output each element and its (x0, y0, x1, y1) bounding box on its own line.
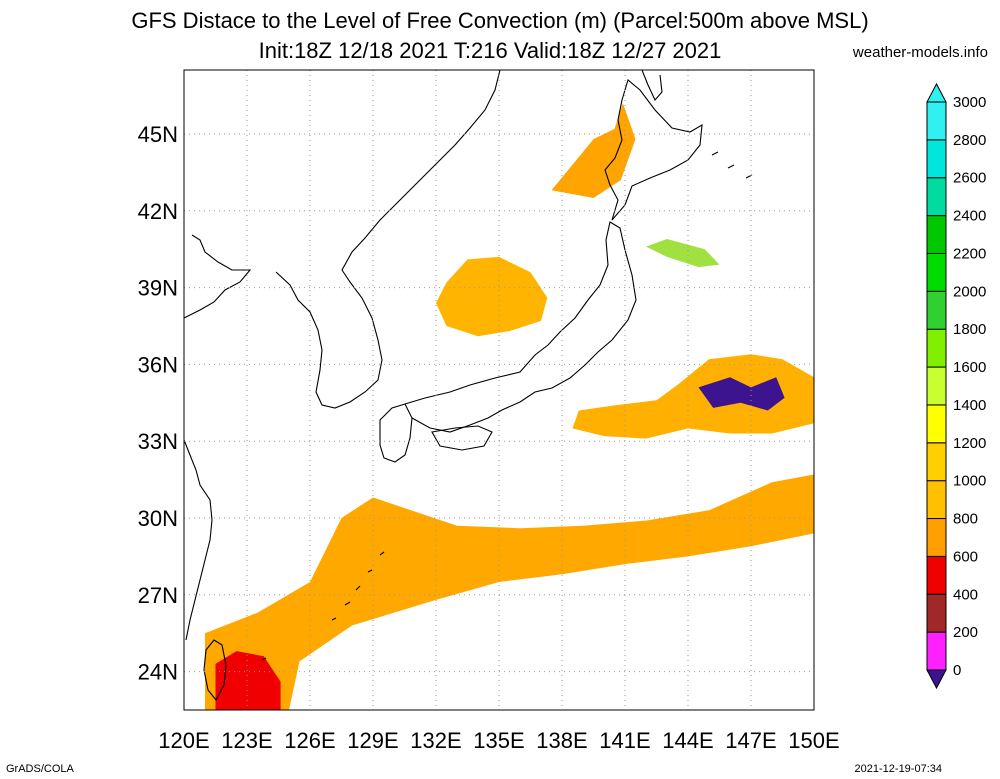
colorbar: 0 200 400 600 800 1000 1200 1400 1600 1800 2000 220… (926, 82, 986, 690)
colorbar-segment (926, 518, 947, 557)
china-coast (184, 439, 213, 641)
site-name: weather-models.info (852, 44, 988, 61)
latitude-labels: 24N 27N 30N 33N 36N 39N 42N 45N (138, 122, 178, 685)
footer-timestamp: 2021-12-19-07:34 (854, 763, 942, 775)
lat-tick-label: 24N (138, 660, 178, 685)
colorbar-segment (926, 252, 947, 292)
colorbar-segment (926, 442, 947, 482)
lon-tick-label: 135E (473, 728, 524, 753)
gridlines (184, 70, 814, 710)
ryukyu-islands (261, 551, 385, 661)
lat-tick-label: 36N (138, 352, 178, 377)
lon-tick-label: 120E (158, 728, 209, 753)
colorbar-high-arrow (926, 82, 947, 103)
colorbar-low-arrow (926, 669, 947, 690)
lat-tick-label: 33N (138, 429, 178, 454)
field-layer (205, 103, 814, 710)
colorbar-label: 2800 (953, 132, 986, 149)
green-patch (646, 239, 720, 268)
lon-tick-label: 150E (788, 728, 839, 753)
shikoku-coast (431, 425, 493, 451)
colorbar-segment (926, 290, 947, 330)
kyushu-coast (379, 403, 413, 463)
colorbar-label: 1200 (953, 435, 986, 452)
colorbar-segment (926, 404, 947, 444)
colorbar-label: 2600 (953, 170, 986, 187)
south-band-orange (205, 474, 814, 710)
lon-tick-label: 129E (347, 728, 398, 753)
colorbar-segment (926, 215, 947, 254)
colorbar-label: 400 (953, 586, 978, 603)
lon-tick-label: 132E (410, 728, 461, 753)
colorbar-label: 0 (953, 662, 961, 679)
plot-frame (183, 69, 815, 711)
pacific-low-purple (698, 377, 785, 411)
lat-tick-label: 42N (138, 199, 178, 224)
colorbar-segment (926, 480, 947, 520)
colorbar-label: 1600 (953, 359, 986, 376)
korea-japan-sea-orange (436, 256, 548, 337)
longitude-labels: 120E 123E 126E 129E 132E 135E 138E 141E 144E 147E… (158, 728, 839, 753)
east-pacific-orange (572, 354, 814, 439)
korea-coast (275, 204, 396, 409)
lat-tick-label: 30N (138, 506, 178, 531)
colorbar-label: 3000 (953, 94, 986, 111)
colorbar-label: 1000 (953, 473, 986, 490)
russia-coast (394, 70, 501, 206)
lon-tick-label: 123E (221, 728, 272, 753)
chart-title: GFS Distace to the Level of Free Convect… (131, 8, 869, 33)
colorbar-segment (926, 366, 947, 406)
lat-tick-label: 27N (138, 583, 178, 608)
colorbar-label: 1400 (953, 397, 986, 414)
colorbar-label: 800 (953, 511, 978, 528)
sakhalin-coast (641, 70, 663, 101)
colorbar-segment (926, 101, 947, 141)
colorbar-segment (926, 328, 947, 368)
colorbar-segment (926, 593, 947, 633)
colorbar-label: 2000 (953, 283, 986, 300)
east-china-sea-red (215, 651, 281, 710)
colorbar-label: 600 (953, 548, 978, 565)
lon-tick-label: 141E (599, 728, 650, 753)
colorbar-label: 200 (953, 624, 978, 641)
colorbar-segment (926, 177, 947, 217)
colorbar-segment (926, 139, 947, 179)
colorbar-segment (926, 555, 947, 595)
lat-tick-label: 45N (138, 122, 178, 147)
footer-software: GrADS/COLA (6, 763, 74, 775)
taiwan-coast (203, 639, 227, 701)
lon-tick-label: 144E (662, 728, 713, 753)
lon-tick-label: 126E (284, 728, 335, 753)
bohai-coast (184, 234, 252, 319)
colorbar-label: 2200 (953, 245, 986, 262)
colorbar-segment (926, 631, 947, 671)
lon-tick-label: 138E (536, 728, 587, 753)
chart-subtitle: Init:18Z 12/18 2021 T:216 Valid:18Z 12/2… (258, 38, 722, 63)
hokkaido-coast (604, 79, 703, 221)
colorbar-label: 1800 (953, 321, 986, 338)
hokkaido-orange (551, 103, 636, 198)
lon-tick-label: 147E (725, 728, 776, 753)
lat-tick-label: 39N (138, 276, 178, 301)
colorbar-label: 2400 (953, 208, 986, 225)
